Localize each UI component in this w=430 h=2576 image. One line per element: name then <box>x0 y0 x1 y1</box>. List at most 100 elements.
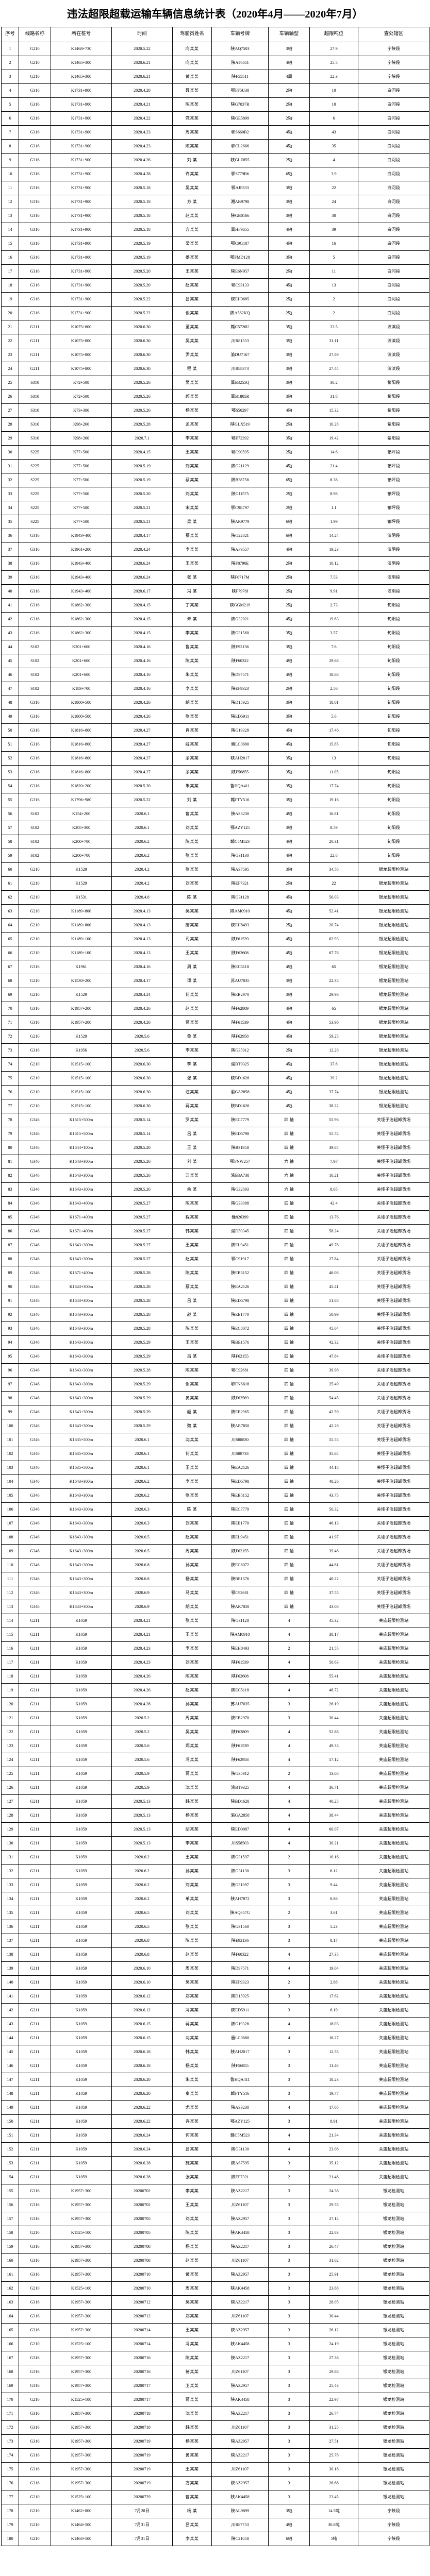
cell-date: 2020.5.20 <box>111 1141 173 1155</box>
cell-driver: 余某某 <box>172 765 212 779</box>
cell-pile: K1731+900 <box>51 139 112 154</box>
cell-axle: 4轴 <box>268 1015 310 1030</box>
cell-index: 71 <box>1 1015 19 1030</box>
cell-area: 银龙检测站 <box>358 2434 429 2449</box>
cell-line: G211 <box>19 1628 51 1642</box>
cell-driver: 李某某 <box>172 431 212 446</box>
cell-tonnage: 20.74 <box>309 918 358 933</box>
cell-date: 2020.5.26 <box>111 1155 173 1169</box>
cell-area: 银龙超限检测站 <box>358 1015 429 1030</box>
cell-index: 33 <box>1 487 19 501</box>
cell-line: S225 <box>19 487 51 501</box>
cell-index: 167 <box>1 2351 19 2365</box>
cell-plate: 陕G31130 <box>211 1864 269 1878</box>
cell-area: 银龙超限检测站 <box>358 904 429 919</box>
cell-line: G346 <box>19 1363 51 1378</box>
cell-line: G346 <box>19 1294 51 1308</box>
violation-statistics-table: 序号 线路名称 所在桩号 时间 驾驶员姓名 车辆号牌 车辆轴型 超限吨位 查处辖… <box>1 27 429 2546</box>
cell-line: G210 <box>19 1085 51 1099</box>
cell-tonnage: 10.16 <box>309 1850 358 1865</box>
cell-index: 180 <box>1 2532 19 2546</box>
cell-area: 旬阳段 <box>358 793 429 807</box>
cell-index: 114 <box>1 1614 19 1628</box>
cell-index: 77 <box>1 1099 19 1113</box>
column-header-index: 序号 <box>1 27 19 42</box>
cell-line: G346 <box>19 1168 51 1183</box>
cell-area: 关庙超限检测站 <box>358 2142 429 2157</box>
cell-plate: 鄂CL2666 <box>211 139 269 154</box>
table-row: 115 G211 K1059 2020.4.21 王某某 陕AM0910 4 38.17 关庙超… <box>1 1628 429 1642</box>
cell-date: 2020.6.24 <box>111 556 173 571</box>
cell-index: 168 <box>1 2365 19 2379</box>
table-row: 4 G316 K1731+900 2020.4.20 聂某某 鄂FF5U38 2轴 10 白河段 <box>1 83 429 98</box>
cell-tonnage: 10.12 <box>309 556 358 571</box>
cell-line: G211 <box>19 2156 51 2171</box>
table-row: 7 G316 K1731+900 2020.4.23 周某某 鄂S660B2 4轴 43 白河段 <box>1 125 429 140</box>
table-row: 104 G346 K1643+300m 2020.6.2 李某某 陕ED5798 四 轴 48… <box>1 1475 429 1489</box>
cell-driver: 孙某某 <box>172 1558 212 1572</box>
cell-axle: 6轴 <box>268 529 310 543</box>
cell-line: G211 <box>19 1892 51 1906</box>
cell-tonnage: 25.5 <box>309 56 358 70</box>
cell-area: 紫阳段 <box>358 403 429 418</box>
cell-pile: K1796+980 <box>51 793 112 807</box>
table-row: 152 G211 K1059 2020.6.24 吕某某 陕G31130 4 23.06 关庙超… <box>1 2142 429 2157</box>
cell-line: G210 <box>19 70 51 84</box>
cell-pile: K1525+100 <box>51 2393 112 2407</box>
cell-area: 关垭子治超卸货场 <box>358 1600 429 1614</box>
cell-plate: 陕EA2126 <box>211 1280 269 1294</box>
cell-plate: 鄂FF5U38 <box>211 83 269 98</box>
cell-area: 白河段 <box>358 306 429 320</box>
table-row: 178 G210 K1462+800 7月28日杨 某陕AL9899 3轴 14.5吨 宁陕… <box>1 2504 429 2518</box>
cell-area: 关垭子治超卸货场 <box>358 1182 429 1197</box>
cell-line: G316 <box>19 556 51 571</box>
cell-driver: 王某某 <box>172 264 212 279</box>
cell-date: 2020.5.22 <box>111 42 173 56</box>
cell-tonnage: 39.2 <box>309 1071 358 1086</box>
cell-area: 银龙检测站 <box>358 2323 429 2337</box>
cell-pile: K1957+300 <box>51 2351 112 2365</box>
cell-index: 78 <box>1 1113 19 1127</box>
cell-pile: K1644+100m <box>51 1141 112 1155</box>
cell-line: G316 <box>19 2323 51 2337</box>
cell-date: 2020.4.26 <box>111 1015 173 1030</box>
cell-tonnage: 11.05 <box>309 765 358 779</box>
cell-tonnage: 51.88 <box>309 1294 358 1308</box>
cell-index: 150 <box>1 2114 19 2129</box>
cell-pile: K1059 <box>51 1850 112 1865</box>
cell-index: 75 <box>1 1071 19 1086</box>
cell-area: 关垭子治超卸货场 <box>358 1252 429 1266</box>
table-row: 50 G316 K1816+800 2020.4.27 肖某某 陕G19328 4轴 17.4… <box>1 723 429 738</box>
cell-axle: 3 <box>268 2087 310 2101</box>
cell-area: 银龙超限检测站 <box>358 1029 429 1044</box>
table-row: 53 G316 K1816+800 2020.4.27 余某某 陕F56855 3轴 11.0… <box>1 765 429 779</box>
cell-driver: 梁 某 <box>172 515 212 529</box>
cell-tonnage: 22 <box>309 876 358 891</box>
cell-driver: 吕 某 <box>172 1127 212 1141</box>
cell-line: G316 <box>19 2351 51 2365</box>
cell-plate: 陕F62958 <box>211 1029 269 1044</box>
cell-tonnage: 57.12 <box>309 1753 358 1767</box>
cell-index: 62 <box>1 890 19 905</box>
cell-tonnage: 27.9 <box>309 42 358 56</box>
cell-driver: 杨某某 <box>172 2434 212 2449</box>
cell-line: G316 <box>19 584 51 599</box>
cell-tonnage: 8.38 <box>309 473 358 487</box>
cell-index: 102 <box>1 1447 19 1461</box>
cell-index: 35 <box>1 515 19 529</box>
cell-pile: K1643+300m <box>51 1516 112 1531</box>
cell-axle: 4 <box>268 1614 310 1628</box>
cell-tonnage: 16 <box>309 236 358 251</box>
cell-pile: K1643+300m <box>51 1530 112 1545</box>
cell-tonnage: 55.41 <box>309 1669 358 1684</box>
cell-pile: K77+500 <box>51 515 112 529</box>
table-row: 109 G346 K1643+300m 2020.6.5 周某某 陕F62155 四 轴 39… <box>1 1544 429 1558</box>
cell-date: 2020.6.10 <box>111 1975 173 1990</box>
cell-line: G346 <box>19 1266 51 1280</box>
cell-date: 2020.6.5 <box>111 1530 173 1545</box>
table-row: 8 G316 K1731+900 2020.4.23 陈某某 鄂CL2666 4轴 35 白河段 <box>1 139 429 154</box>
table-row: 142 G211 K1059 2020.6.12 冯某某 陕ED5911 3 6.19 关庙超限… <box>1 2003 429 2018</box>
table-row: 1 G210 K1468+730 2020.5.22 向某某 陕AQ7503 3轴 27.9 宁… <box>1 42 429 56</box>
cell-area: 关垭子治超卸货场 <box>358 1321 429 1336</box>
cell-pile: K183+700 <box>51 682 112 696</box>
